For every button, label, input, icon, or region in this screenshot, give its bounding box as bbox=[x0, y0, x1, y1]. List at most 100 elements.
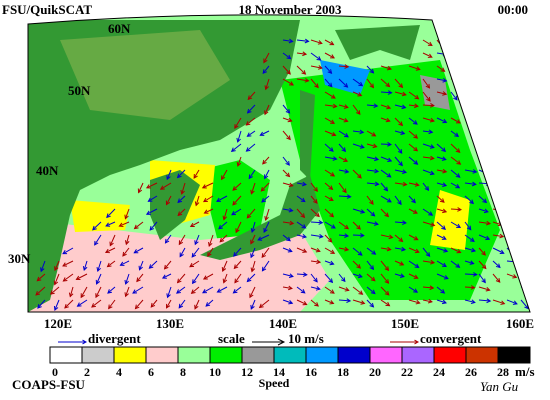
wind-vector bbox=[296, 208, 305, 218]
wind-vector bbox=[223, 208, 228, 220]
wind-vector-head bbox=[388, 234, 394, 240]
wind-vector-head bbox=[332, 156, 338, 161]
wind-vector-head bbox=[107, 289, 112, 294]
wind-vector-head bbox=[286, 135, 291, 141]
wind-vector bbox=[478, 117, 490, 124]
wind-vector bbox=[282, 52, 291, 60]
wind-vector bbox=[520, 117, 530, 120]
wind-vector bbox=[208, 234, 214, 247]
wind-vector-head bbox=[62, 277, 68, 282]
wind-vector-head bbox=[429, 285, 435, 291]
wind-vector bbox=[40, 260, 46, 272]
wind-vector-head bbox=[387, 141, 392, 147]
wind-vector-head bbox=[414, 182, 420, 187]
wind-vector-head bbox=[287, 117, 293, 123]
wind-vector-head bbox=[370, 276, 376, 282]
colorbar-tick-label: 0 bbox=[52, 365, 58, 379]
wind-vector-head bbox=[357, 173, 362, 179]
wind-vector-head bbox=[134, 304, 140, 310]
wind-vector-head bbox=[359, 233, 365, 238]
speed-zone bbox=[200, 160, 270, 250]
wind-vector-head bbox=[49, 290, 55, 295]
wind-vector bbox=[181, 182, 186, 195]
wind-vector bbox=[282, 169, 290, 177]
wind-vector bbox=[352, 130, 364, 133]
wind-vector-head bbox=[524, 160, 530, 166]
wind-vector bbox=[394, 117, 403, 126]
wind-vector bbox=[450, 247, 461, 254]
wind-vector bbox=[125, 286, 130, 297]
wind-vector-head bbox=[257, 236, 263, 241]
wind-vector-head bbox=[398, 237, 404, 243]
colorbar-tick-label: 24 bbox=[433, 365, 445, 379]
wind-vector bbox=[232, 195, 242, 206]
wind-vector-head bbox=[245, 121, 251, 126]
wind-vector bbox=[464, 234, 475, 242]
wind-vector bbox=[146, 208, 158, 215]
wind-vector-head bbox=[401, 104, 407, 110]
wind-vector-head bbox=[302, 51, 308, 57]
wind-vector bbox=[450, 52, 459, 63]
wind-vector bbox=[233, 260, 242, 269]
wind-vector bbox=[146, 182, 158, 189]
wind-vector bbox=[251, 221, 256, 233]
lon-label: 140E bbox=[269, 316, 297, 331]
wind-vector bbox=[492, 78, 504, 84]
wind-vector bbox=[282, 273, 294, 277]
colorbar-tick-label: 2 bbox=[84, 365, 90, 379]
divergent-label: divergent bbox=[88, 331, 141, 346]
wind-vector-head bbox=[472, 169, 478, 174]
wind-vector bbox=[478, 247, 486, 256]
wind-vector bbox=[296, 286, 306, 294]
wind-vector bbox=[352, 143, 364, 149]
wind-vector bbox=[366, 286, 376, 294]
wind-vector-head bbox=[327, 82, 333, 88]
wind-vector-head bbox=[512, 300, 518, 305]
wind-vector bbox=[366, 156, 379, 161]
wind-vector bbox=[436, 208, 447, 213]
wind-vector bbox=[324, 156, 337, 160]
wind-vector-head bbox=[264, 85, 269, 91]
wind-vector bbox=[324, 221, 336, 229]
wind-vector-head bbox=[246, 213, 252, 219]
wind-vector-head bbox=[469, 79, 475, 84]
wind-vector bbox=[352, 208, 365, 213]
wind-vector bbox=[394, 182, 407, 186]
wind-vector bbox=[338, 104, 348, 108]
wind-vector bbox=[338, 182, 347, 193]
wind-vector bbox=[94, 234, 102, 246]
wind-vector bbox=[282, 156, 290, 166]
wind-vector bbox=[520, 169, 530, 175]
wind-vector-head bbox=[513, 259, 519, 265]
wind-vector-head bbox=[415, 299, 421, 305]
wind-vector-head bbox=[53, 280, 59, 286]
wind-vector-head bbox=[250, 189, 255, 195]
wind-vector bbox=[464, 195, 474, 204]
wind-vector bbox=[422, 117, 435, 122]
wind-vector bbox=[464, 182, 476, 185]
wind-vector bbox=[177, 169, 186, 178]
wind-vector bbox=[177, 273, 186, 283]
wind-vector bbox=[282, 117, 292, 122]
wind-vector-head bbox=[526, 210, 530, 215]
wind-vector bbox=[366, 221, 379, 225]
wind-vector-head bbox=[369, 68, 375, 74]
wind-vector-head bbox=[414, 94, 420, 100]
wind-vector bbox=[63, 273, 74, 282]
wind-vector-head bbox=[455, 173, 461, 178]
wind-vector bbox=[107, 260, 116, 267]
wind-vector bbox=[247, 91, 256, 100]
wind-vector-head bbox=[329, 289, 335, 294]
wind-vector bbox=[506, 221, 516, 227]
wind-vector bbox=[296, 195, 306, 202]
wind-vector-head bbox=[400, 130, 406, 136]
wind-vector-head bbox=[484, 39, 490, 45]
wind-vector-head bbox=[189, 222, 195, 227]
wind-vector bbox=[282, 65, 291, 75]
wind-vector-head bbox=[343, 83, 349, 88]
wind-vector bbox=[408, 260, 419, 268]
wind-vector bbox=[436, 260, 447, 267]
wind-vector-head bbox=[106, 213, 111, 219]
wind-vector-head bbox=[429, 170, 435, 176]
wind-vector bbox=[246, 117, 256, 126]
